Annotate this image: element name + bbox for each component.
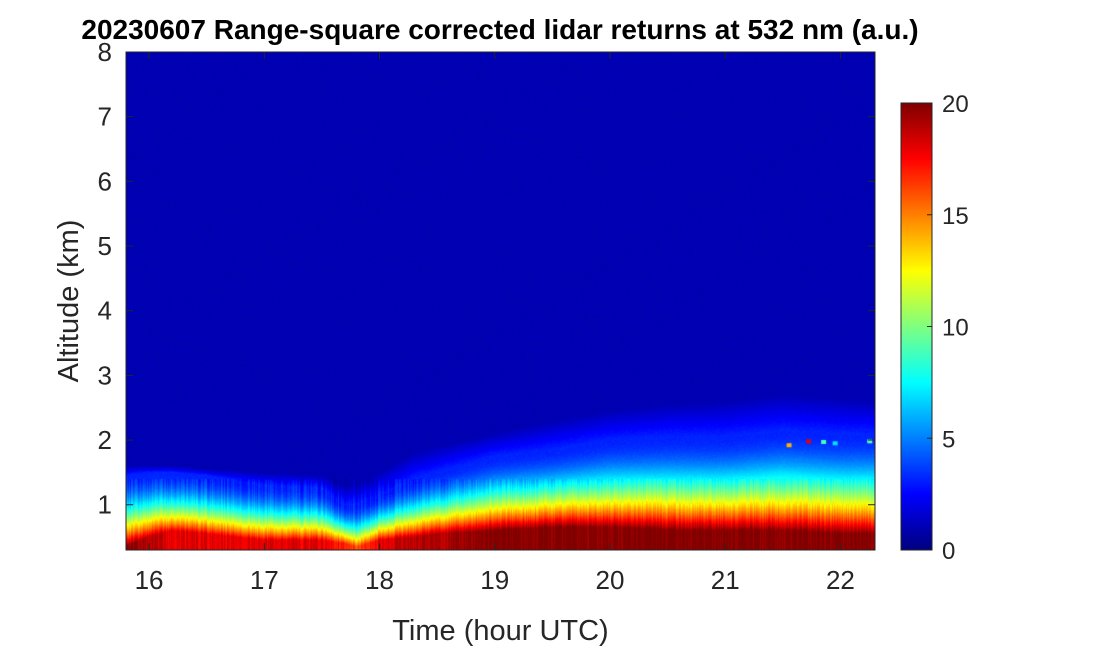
- y-axis-ticks: 1 2 3 4 5 6 7 8: [98, 37, 875, 520]
- colorbar-tick-label: 5: [942, 426, 955, 453]
- y-tick-label: 4: [98, 296, 112, 326]
- colorbar-ticks: 0 5 10 15 20: [927, 91, 969, 565]
- heatmap-image: [126, 52, 875, 550]
- x-axis-label: Time (hour UTC): [392, 615, 608, 647]
- x-tick-label: 18: [365, 565, 394, 595]
- x-axis-ticks: 16 17 18 19 20 21 22: [135, 52, 855, 595]
- x-tick-label: 17: [250, 565, 279, 595]
- colorbar-tick-label: 0: [942, 538, 955, 565]
- colorbar-tick-label: 10: [942, 315, 969, 342]
- y-axis-label: Altitude (km): [53, 220, 85, 383]
- x-tick-label: 16: [135, 565, 164, 595]
- x-tick-label: 22: [826, 565, 855, 595]
- y-tick-label: 5: [98, 231, 112, 261]
- x-tick-label: 20: [596, 565, 625, 595]
- y-tick-label: 6: [98, 166, 112, 196]
- colorbar-gradient: [901, 103, 932, 550]
- y-tick-label: 2: [98, 425, 112, 455]
- x-tick-label: 19: [480, 565, 509, 595]
- chart-title: 20230607 Range-square corrected lidar re…: [81, 14, 918, 45]
- colorbar: 0 5 10 15 20: [900, 91, 969, 565]
- plot-frame: [125, 51, 876, 551]
- colorbar-tick-label: 20: [942, 91, 969, 118]
- colorbar-tick-label: 15: [942, 203, 969, 230]
- y-tick-label: 7: [98, 102, 112, 132]
- x-tick-label: 21: [711, 565, 740, 595]
- y-tick-label: 1: [98, 490, 112, 520]
- y-tick-label: 3: [98, 360, 112, 390]
- y-tick-label: 8: [98, 37, 112, 67]
- plot-area: [126, 52, 875, 550]
